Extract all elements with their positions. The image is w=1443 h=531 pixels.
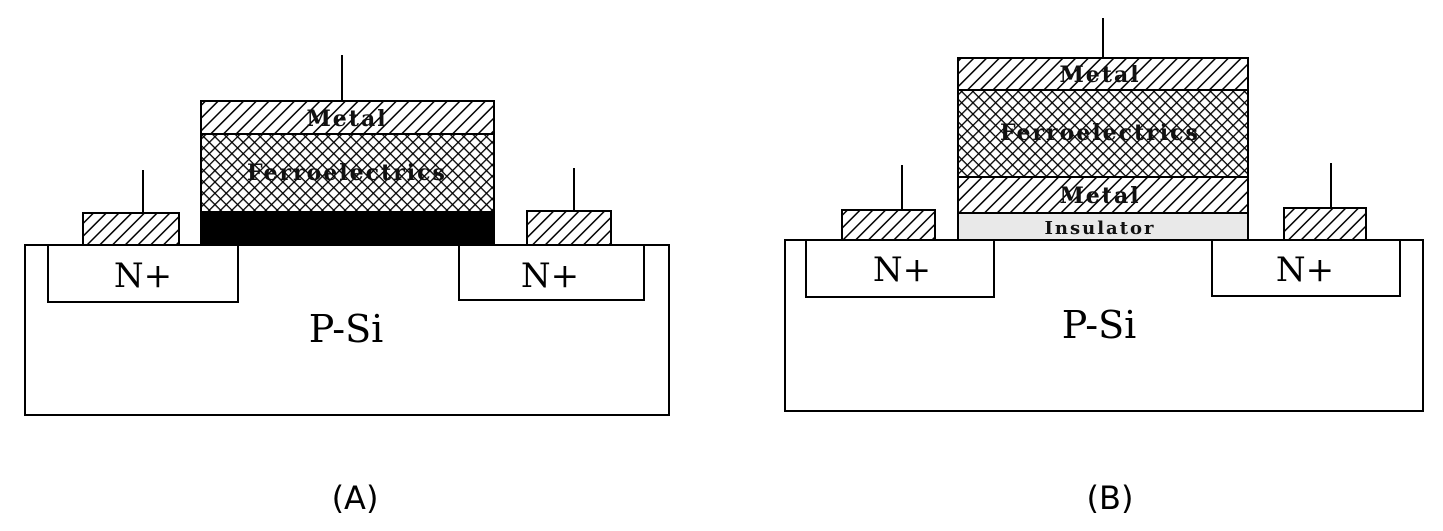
gate-ferroelectric-label-a: Ferroelectrics <box>247 160 447 186</box>
caption-b: (B) <box>1087 479 1134 517</box>
gate-insulator-label-b: Insulator <box>1044 218 1155 239</box>
gate-top-metal-label-b: Metal <box>1059 62 1140 88</box>
source-contact-a <box>82 212 180 246</box>
gate-bottom-metal-layer-b <box>957 176 1249 214</box>
gate-metal-label-a: Metal <box>306 106 387 132</box>
source-contact-b <box>841 209 936 241</box>
drain-contact-b <box>1283 207 1367 241</box>
gate-ferroelectric-label-b: Ferroelectrics <box>1000 120 1200 146</box>
gate-buffer-layer-a <box>200 211 495 246</box>
diagram-b: N+ N+ P-Si Metal Ferroelectrics Metal In… <box>784 18 1424 517</box>
drain-contact-a <box>526 210 612 246</box>
n-plus-region-left-b <box>805 239 995 298</box>
substrate-label-b: P-Si <box>1062 303 1137 347</box>
substrate-label-a: P-Si <box>309 307 384 351</box>
gate-metal-layer-a <box>200 100 495 135</box>
n-plus-label-right-a: N+ <box>521 256 579 296</box>
n-plus-label-left-a: N+ <box>114 256 172 296</box>
n-plus-region-right-b <box>1211 239 1401 297</box>
caption-a: (A) <box>332 479 379 517</box>
gate-insulator-layer-b <box>957 212 1249 241</box>
gate-top-metal-layer-b <box>957 57 1249 91</box>
n-plus-label-right-b: N+ <box>1276 250 1334 290</box>
gate-ferroelectric-layer-b <box>957 89 1249 178</box>
n-plus-label-left-b: N+ <box>873 250 931 290</box>
gate-bottom-metal-label-b: Metal <box>1059 183 1140 209</box>
gate-ferroelectric-layer-a <box>200 133 495 213</box>
diagram-a: N+ N+ P-Si Metal Ferroelectrics (A) <box>24 55 670 517</box>
n-plus-region-left-a <box>47 244 239 303</box>
